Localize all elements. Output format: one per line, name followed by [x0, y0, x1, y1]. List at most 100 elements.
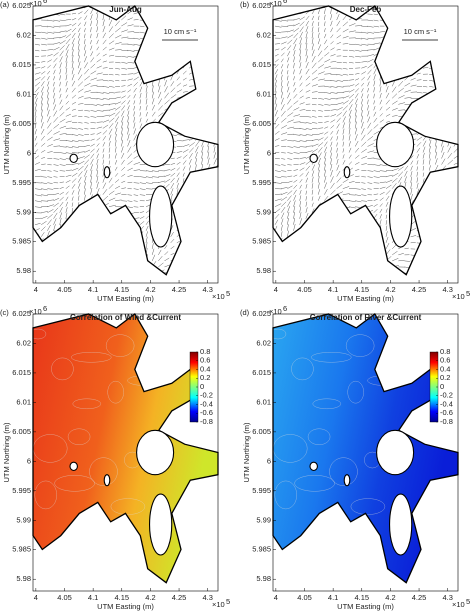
current-vector	[59, 81, 61, 87]
current-vector	[59, 30, 67, 33]
current-vector	[324, 146, 327, 153]
current-vector	[404, 57, 407, 63]
current-vector	[34, 11, 42, 15]
current-vector	[201, 21, 204, 27]
current-vector	[84, 144, 90, 147]
current-vector	[422, 66, 429, 69]
current-vector	[416, 160, 419, 165]
current-vector	[71, 38, 75, 45]
current-vector	[108, 26, 114, 33]
x-tick-label: 4.05	[57, 285, 72, 294]
current-vector	[317, 169, 320, 177]
x-exponent-power: 5	[466, 597, 470, 606]
current-vector	[281, 201, 287, 207]
current-vector	[78, 88, 84, 93]
island	[376, 429, 415, 476]
current-vector	[182, 128, 190, 130]
current-vector	[182, 160, 187, 165]
current-vector	[127, 55, 135, 58]
current-vector	[435, 247, 443, 250]
current-vector	[305, 201, 308, 207]
current-vector	[441, 29, 447, 33]
current-vector	[102, 80, 109, 82]
current-vector	[71, 108, 76, 111]
current-vector	[405, 279, 412, 280]
current-vector	[65, 61, 68, 69]
current-vector	[188, 189, 191, 195]
panel-title: Correlation of Wind &Current	[70, 313, 181, 322]
scale-label: 10 cm s⁻¹	[404, 27, 437, 36]
current-vector	[336, 218, 343, 220]
current-vector	[453, 194, 458, 197]
current-vector	[34, 72, 41, 75]
current-vector	[34, 266, 37, 273]
current-vector	[404, 82, 411, 87]
current-vector	[385, 179, 393, 183]
current-vector	[311, 170, 315, 177]
current-vector	[280, 224, 283, 231]
current-vector	[373, 25, 380, 28]
current-vector	[293, 200, 296, 207]
current-vector	[71, 251, 79, 256]
current-vector	[121, 250, 126, 256]
current-vector	[53, 81, 55, 87]
colorbar-tick-label: 0.4	[440, 364, 450, 373]
current-vector	[274, 54, 279, 57]
current-vector	[447, 83, 454, 87]
current-vector	[182, 219, 189, 225]
current-vector	[398, 109, 405, 111]
current-vector	[78, 272, 85, 275]
current-vector	[53, 37, 61, 39]
current-vector	[287, 200, 291, 207]
current-vector	[274, 249, 277, 255]
current-vector	[65, 7, 71, 9]
current-vector	[342, 252, 347, 256]
current-vector	[447, 244, 453, 250]
current-vector	[311, 84, 318, 87]
current-vector	[96, 59, 101, 63]
current-vector	[121, 159, 125, 165]
current-vector	[348, 94, 355, 99]
current-vector	[133, 87, 137, 93]
current-vector	[102, 98, 110, 100]
current-vector	[96, 175, 99, 183]
x-tick-label: 4.25	[172, 285, 187, 294]
current-vector	[207, 268, 213, 274]
current-vector	[311, 202, 314, 207]
current-vector	[293, 18, 300, 21]
current-vector	[361, 115, 364, 123]
current-vector	[139, 266, 142, 274]
current-vector	[373, 248, 376, 255]
current-vector	[379, 236, 382, 243]
current-vector	[447, 43, 454, 46]
current-vector	[53, 7, 60, 10]
current-vector	[392, 279, 399, 280]
current-vector	[158, 35, 163, 39]
current-vector	[324, 195, 329, 201]
current-vector	[108, 236, 115, 239]
current-vector	[164, 45, 167, 51]
current-vector	[311, 183, 314, 189]
current-vector	[127, 73, 134, 75]
current-vector	[355, 88, 359, 93]
current-vector	[348, 84, 355, 87]
current-vector	[392, 34, 395, 39]
current-vector	[428, 165, 431, 171]
current-vector	[392, 168, 399, 171]
current-vector	[201, 134, 205, 141]
current-vector	[34, 55, 40, 57]
current-vector	[96, 92, 104, 94]
current-vector	[287, 7, 294, 10]
current-vector	[429, 230, 437, 233]
current-vector	[330, 20, 333, 27]
current-vector	[299, 55, 302, 63]
current-vector	[324, 276, 330, 279]
current-vector	[318, 104, 324, 106]
current-vector	[330, 264, 338, 268]
y-tick-label: 5.995	[12, 178, 31, 187]
current-vector	[287, 257, 291, 262]
current-vector	[195, 209, 201, 213]
current-vector	[361, 188, 366, 190]
colorbar-tick-label: 0.2	[440, 373, 450, 382]
current-vector	[429, 39, 435, 45]
